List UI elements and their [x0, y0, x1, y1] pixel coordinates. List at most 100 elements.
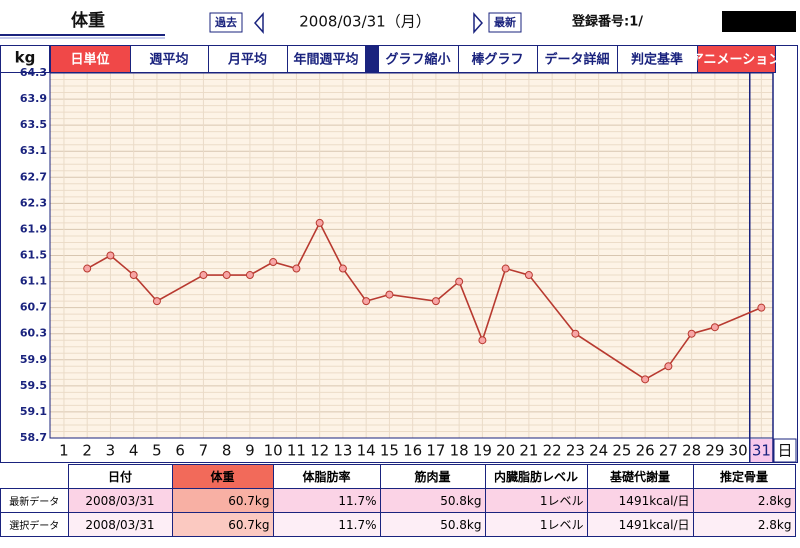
- toolbar-button-label[interactable]: 日単位: [70, 52, 109, 68]
- x-tick-label: 2: [82, 442, 92, 460]
- y-tick-label: 62.3: [20, 196, 47, 209]
- y-tick-label: 63.5: [20, 118, 47, 131]
- table-cell: 60.7kg: [171, 512, 274, 537]
- toolbar-button[interactable]: [130, 45, 209, 73]
- table-cell: 体脂肪率: [272, 464, 381, 489]
- prev-button-label[interactable]: 過去: [214, 15, 237, 29]
- x-tick-label: 5: [152, 442, 162, 460]
- weight-point: [222, 271, 231, 280]
- toolbar-button[interactable]: [537, 45, 618, 73]
- y-tick-label: 59.9: [20, 353, 47, 366]
- table-cell: 体重: [171, 464, 274, 489]
- unit-box: [0, 45, 50, 73]
- x-tick-label: 15: [380, 442, 399, 460]
- x-tick-label: 29: [705, 442, 724, 460]
- x-tick-label: 13: [333, 442, 352, 460]
- y-tick-label: 64.3: [20, 66, 47, 79]
- prev-arrow[interactable]: [253, 12, 264, 34]
- redacted-box: [722, 11, 796, 32]
- x-tick-label: 30: [729, 442, 748, 460]
- toolbar-button-label[interactable]: アニメーション: [691, 53, 781, 68]
- x-tick-label: 7: [199, 442, 209, 460]
- toolbar-button[interactable]: [50, 45, 131, 73]
- table-cell: [0, 464, 68, 489]
- table-cell: 日付: [67, 464, 173, 489]
- x-tick-label: 20: [496, 442, 515, 460]
- toolbar-button-label[interactable]: 週平均: [149, 52, 188, 68]
- latest-button-label[interactable]: 最新: [494, 15, 516, 29]
- separator: [365, 45, 378, 73]
- weight-point: [641, 375, 650, 384]
- table-cell: 最新データ: [0, 488, 69, 513]
- y-tick-label: 63.9: [20, 92, 47, 105]
- table-cell: 2008/03/31: [67, 488, 173, 513]
- title: 体重: [71, 10, 105, 31]
- plot-border: [49, 72, 774, 439]
- table-cell: 1レベル: [484, 488, 588, 513]
- x-tick-label: 18: [450, 442, 469, 460]
- weight-point: [338, 264, 347, 273]
- table-cell: 内臓脂肪レベル: [484, 464, 588, 489]
- x-tick-label: 17: [426, 442, 445, 460]
- table-cell: 1491kcal/日: [586, 488, 694, 513]
- weight-point: [478, 336, 487, 345]
- x-tick-label: 24: [589, 442, 608, 460]
- toolbar-button-label[interactable]: グラフ縮小: [385, 52, 450, 68]
- toolbar-button[interactable]: [697, 45, 776, 73]
- x-tick-label: 27: [659, 442, 678, 460]
- x-tick-label: 22: [543, 442, 562, 460]
- weight-point: [431, 297, 440, 306]
- weight-point: [292, 264, 301, 273]
- y-tick-label: 62.7: [20, 170, 47, 183]
- x-tick-label: 14: [357, 442, 376, 460]
- y-tick-label: 58.7: [20, 431, 47, 444]
- latest-button[interactable]: [488, 12, 522, 33]
- x-tick-label: 9: [245, 442, 255, 460]
- weight-point: [362, 297, 371, 306]
- weight-point: [710, 323, 719, 332]
- x-tick-label: 25: [612, 442, 631, 460]
- table-cell: 基礎代謝量: [586, 464, 694, 489]
- weight-point: [269, 258, 278, 267]
- toolbar-button[interactable]: [458, 45, 538, 73]
- x-tick-label: 3: [106, 442, 116, 460]
- weight-point: [571, 329, 580, 338]
- next-arrow[interactable]: [473, 12, 484, 34]
- table-cell: 50.8kg: [379, 512, 486, 537]
- x-tick-label: 4: [129, 442, 139, 460]
- y-tick-label: 59.5: [20, 379, 47, 392]
- toolbar-button-label[interactable]: 年間週平均: [293, 52, 358, 68]
- x-tick-label: 10: [264, 442, 283, 460]
- toolbar-button-label[interactable]: 判定基準: [631, 52, 683, 68]
- weight-point: [501, 264, 510, 273]
- weight-point: [199, 271, 208, 280]
- weight-point: [524, 271, 533, 280]
- y-tick-label: 60.7: [20, 301, 47, 314]
- table-cell: 筋肉量: [379, 464, 486, 489]
- y-tick-label: 63.1: [20, 144, 47, 157]
- y-tick-label: 61.1: [20, 275, 47, 288]
- toolbar-button-label[interactable]: 月平均: [227, 52, 267, 68]
- registration: 登録番号:1/: [571, 14, 643, 30]
- x-tick-label: 26: [636, 442, 655, 460]
- x-tick-label: 21: [519, 442, 538, 460]
- table-cell: 2008/03/31: [67, 512, 173, 537]
- table-cell: 2.8kg: [692, 512, 796, 537]
- weight-point: [385, 290, 394, 299]
- x-tick-label: 1: [59, 442, 69, 460]
- table-cell: 2.8kg: [692, 488, 796, 513]
- toolbar-button-label[interactable]: データ詳細: [544, 52, 609, 68]
- table-cell: 選択データ: [0, 512, 69, 537]
- table-cell: 11.7%: [272, 512, 381, 537]
- date: 2008/03/31（月）: [299, 13, 430, 31]
- y-tick-label: 61.5: [20, 249, 47, 262]
- toolbar-button-label[interactable]: 棒グラフ: [471, 52, 523, 68]
- y-tick-label: 60.3: [20, 327, 47, 340]
- prev-button[interactable]: [209, 12, 243, 33]
- y-tick-label: 61.9: [20, 222, 47, 235]
- table-cell: 1491kcal/日: [586, 512, 694, 537]
- x-tick-label: 12: [310, 442, 329, 460]
- weight-point: [83, 264, 92, 273]
- weight-point: [129, 271, 138, 280]
